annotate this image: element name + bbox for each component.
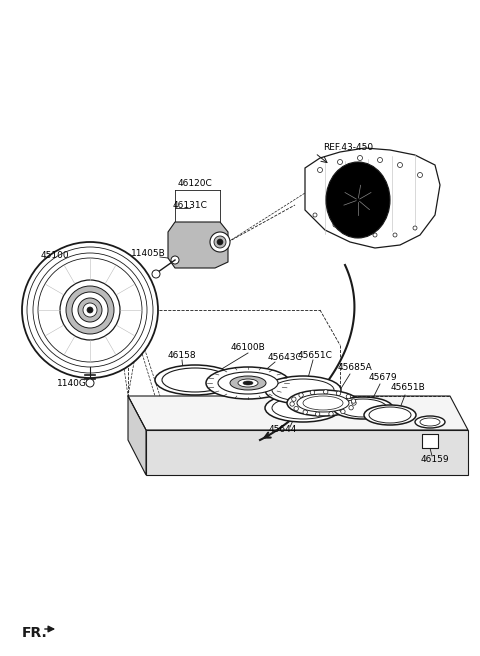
Circle shape bbox=[294, 406, 299, 411]
Text: 45679: 45679 bbox=[369, 373, 397, 382]
Circle shape bbox=[310, 390, 314, 395]
Text: 45685A: 45685A bbox=[337, 363, 372, 373]
Text: REF.43-450: REF.43-450 bbox=[323, 144, 373, 152]
Ellipse shape bbox=[364, 405, 416, 425]
Ellipse shape bbox=[22, 242, 158, 378]
Bar bbox=[422, 434, 438, 448]
Ellipse shape bbox=[155, 365, 235, 395]
Ellipse shape bbox=[287, 390, 359, 416]
Circle shape bbox=[358, 155, 362, 161]
Ellipse shape bbox=[72, 292, 108, 328]
Text: 46158: 46158 bbox=[168, 350, 196, 359]
Text: 46131C: 46131C bbox=[173, 201, 207, 209]
Circle shape bbox=[352, 401, 356, 405]
Text: 1140GD: 1140GD bbox=[57, 379, 94, 388]
Text: 45643C: 45643C bbox=[268, 354, 302, 363]
Circle shape bbox=[341, 409, 345, 414]
Circle shape bbox=[152, 270, 160, 278]
Ellipse shape bbox=[272, 379, 334, 401]
Ellipse shape bbox=[265, 376, 341, 404]
Text: 45651C: 45651C bbox=[298, 350, 333, 359]
Text: 46100B: 46100B bbox=[230, 344, 265, 352]
Circle shape bbox=[290, 401, 294, 406]
Circle shape bbox=[349, 405, 353, 410]
Ellipse shape bbox=[230, 376, 266, 390]
Circle shape bbox=[171, 256, 179, 264]
Ellipse shape bbox=[78, 298, 102, 322]
Circle shape bbox=[346, 394, 350, 399]
Ellipse shape bbox=[415, 416, 445, 428]
Ellipse shape bbox=[243, 381, 253, 385]
Circle shape bbox=[397, 163, 403, 167]
Polygon shape bbox=[168, 222, 228, 268]
Circle shape bbox=[393, 233, 397, 237]
Text: 46120C: 46120C bbox=[178, 180, 212, 188]
Circle shape bbox=[351, 399, 356, 403]
Circle shape bbox=[317, 167, 323, 173]
Text: 46159: 46159 bbox=[420, 455, 449, 464]
Ellipse shape bbox=[162, 368, 228, 392]
Circle shape bbox=[333, 223, 337, 227]
Circle shape bbox=[214, 236, 226, 248]
Circle shape bbox=[336, 391, 341, 396]
Ellipse shape bbox=[265, 394, 341, 422]
Circle shape bbox=[217, 239, 223, 245]
Polygon shape bbox=[146, 430, 468, 475]
Ellipse shape bbox=[66, 286, 114, 334]
Circle shape bbox=[303, 410, 307, 415]
Ellipse shape bbox=[272, 397, 334, 419]
Ellipse shape bbox=[369, 407, 411, 423]
Circle shape bbox=[315, 412, 320, 416]
Circle shape bbox=[299, 393, 303, 398]
Circle shape bbox=[418, 173, 422, 178]
Text: FR.: FR. bbox=[22, 626, 48, 640]
Circle shape bbox=[377, 157, 383, 163]
Polygon shape bbox=[305, 148, 440, 248]
Ellipse shape bbox=[60, 280, 120, 340]
Circle shape bbox=[210, 232, 230, 252]
Ellipse shape bbox=[303, 396, 343, 410]
Text: 11405B: 11405B bbox=[131, 249, 166, 258]
Circle shape bbox=[86, 379, 94, 387]
Ellipse shape bbox=[238, 379, 258, 387]
Ellipse shape bbox=[420, 418, 440, 426]
Ellipse shape bbox=[218, 372, 278, 394]
Ellipse shape bbox=[339, 399, 387, 417]
Circle shape bbox=[329, 411, 333, 416]
Circle shape bbox=[337, 159, 343, 165]
Text: 45644: 45644 bbox=[269, 426, 297, 434]
Ellipse shape bbox=[326, 162, 390, 238]
Polygon shape bbox=[128, 396, 146, 475]
Circle shape bbox=[373, 233, 377, 237]
Polygon shape bbox=[128, 396, 468, 430]
Ellipse shape bbox=[87, 307, 93, 313]
Circle shape bbox=[413, 226, 417, 230]
Text: 45651B: 45651B bbox=[391, 384, 425, 392]
Ellipse shape bbox=[83, 303, 97, 317]
Ellipse shape bbox=[206, 367, 290, 399]
Circle shape bbox=[353, 230, 357, 234]
Circle shape bbox=[292, 397, 296, 401]
Text: 45100: 45100 bbox=[41, 251, 69, 260]
Circle shape bbox=[313, 213, 317, 217]
Ellipse shape bbox=[297, 394, 349, 412]
Ellipse shape bbox=[333, 397, 393, 419]
Circle shape bbox=[324, 390, 328, 394]
